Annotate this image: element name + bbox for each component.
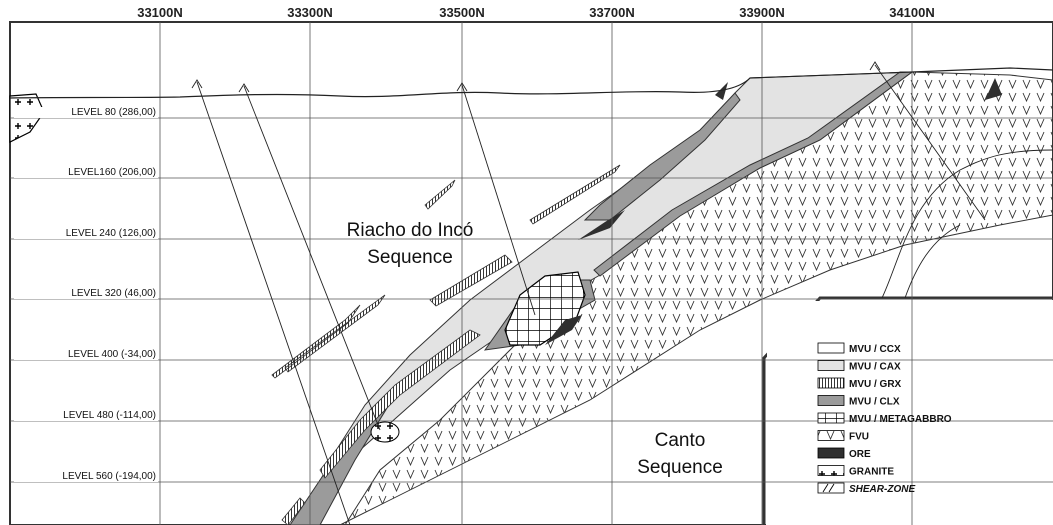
legend-label: GRANITE	[849, 467, 894, 478]
northing-label: 33700N	[589, 5, 635, 20]
legend-swatch	[817, 342, 845, 354]
legend-label: MVU / CCX	[849, 344, 901, 355]
legend-item-shear: SHEAR-ZONE	[817, 482, 915, 495]
legend-item-clx: MVU / CLX	[817, 395, 900, 408]
level-label-bg	[14, 471, 158, 482]
level-label-bg	[14, 107, 158, 118]
level-label-bg	[14, 288, 158, 299]
level-label: LEVEL 480 (-114,00)	[63, 410, 156, 421]
level-labels: LEVEL 80 (286,00) LEVEL160 (206,00) LEVEL …	[14, 107, 158, 482]
level-label: LEVEL160 (206,00)	[68, 167, 156, 178]
level-label: LEVEL 240 (126,00)	[66, 228, 156, 239]
legend-item-cax: MVU / CAX	[817, 360, 901, 373]
riacho-sequence-label-line2: Sequence	[367, 247, 453, 268]
northing-label: 33100N	[137, 5, 183, 20]
northing-label: 34100N	[889, 5, 935, 20]
northing-label: 33900N	[739, 5, 785, 20]
northing-labels: 33100N 33300N 33500N 33700N 33900N 34100N	[137, 5, 935, 20]
shear-zones	[271, 164, 621, 379]
legend-item-fvu: FVU	[817, 430, 869, 443]
level-label: LEVEL 320 (46,00)	[71, 288, 156, 299]
fault-lines	[881, 149, 1053, 299]
level-label-bg	[14, 228, 158, 239]
legend-label: FVU	[849, 432, 869, 443]
riacho-sequence-label: Riacho do Incó	[347, 220, 474, 241]
northing-gridlines	[159, 22, 913, 525]
legend-label: SHEAR-ZONE	[849, 484, 915, 495]
legend-label: ORE	[849, 449, 871, 460]
topography-line	[9, 67, 1053, 99]
level-label-bg	[14, 349, 158, 360]
legend-label: MVU / CAX	[849, 362, 901, 373]
legend-label: MVU / CLX	[849, 397, 900, 408]
legend: MVU / CCX MVU / CAX MVU / GRX MVU / CLX MVU …	[817, 342, 952, 495]
legend-swatch	[817, 447, 845, 459]
northing-label: 33500N	[439, 5, 485, 20]
legend-item-grx: MVU / GRX	[817, 377, 902, 390]
legend-swatch	[817, 430, 845, 441]
granite-dyke	[370, 421, 400, 443]
shear-symbol	[822, 483, 835, 493]
legend-swatch	[817, 395, 845, 406]
legend-swatch	[817, 412, 845, 424]
legend-item-ore: ORE	[817, 447, 871, 460]
canto-sequence-label-line2: Sequence	[637, 457, 723, 478]
legend-label: MVU / GRX	[849, 379, 902, 390]
level-gridlines	[10, 117, 1053, 483]
legend-item-ccx: MVU / CCX	[817, 342, 901, 355]
legend-swatch	[817, 360, 845, 371]
level-label: LEVEL 400 (-34,00)	[68, 349, 156, 360]
level-label: LEVEL 560 (-194,00)	[62, 471, 156, 482]
legend-swatch	[817, 377, 845, 389]
legend-label: MVU / METAGABBRO	[849, 414, 952, 425]
level-label: LEVEL 80 (286,00)	[71, 107, 156, 118]
legend-item-granite: GRANITE	[817, 465, 894, 478]
legend-item-metagabbro: MVU / METAGABBRO	[817, 412, 952, 425]
legend-swatch	[817, 465, 845, 476]
level-label-bg	[14, 167, 158, 178]
drillholes	[191, 61, 986, 525]
canto-sequence-label: Canto	[655, 430, 706, 451]
northing-label: 33300N	[287, 5, 333, 20]
level-label-bg	[14, 410, 158, 421]
